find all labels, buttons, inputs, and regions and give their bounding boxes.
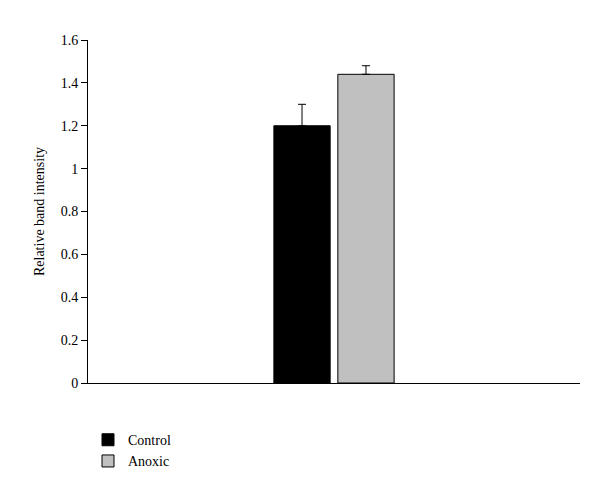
- svg-text:1.2: 1.2: [61, 119, 79, 134]
- svg-text:Relative band intensity: Relative band intensity: [32, 147, 47, 276]
- svg-text:0.8: 0.8: [61, 204, 79, 219]
- svg-text:0.2: 0.2: [61, 333, 79, 348]
- svg-text:Anoxic: Anoxic: [128, 454, 169, 469]
- svg-text:0.6: 0.6: [61, 247, 79, 262]
- svg-text:1.4: 1.4: [61, 76, 79, 91]
- svg-text:1.6: 1.6: [61, 33, 79, 48]
- svg-text:0: 0: [71, 376, 78, 391]
- svg-text:Control: Control: [128, 433, 171, 448]
- svg-text:0.4: 0.4: [61, 290, 79, 305]
- svg-text:1: 1: [71, 162, 78, 177]
